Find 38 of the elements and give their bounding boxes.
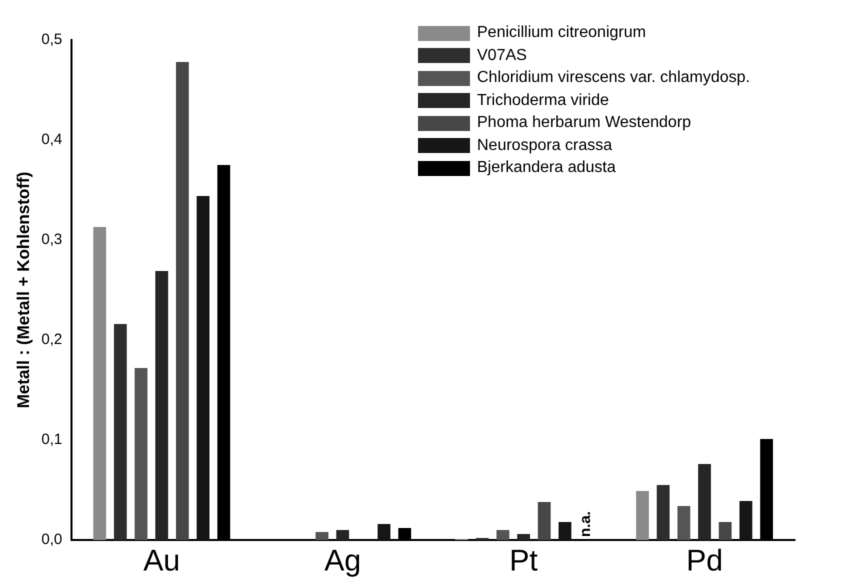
x-tick-label: Pd	[686, 544, 723, 578]
bar	[93, 227, 106, 540]
bar	[316, 532, 328, 540]
legend-label: Phoma herbarum Westendorp	[477, 114, 692, 132]
y-tick-label: 0,1	[41, 431, 62, 448]
y-tick-label: 0,5	[41, 31, 62, 48]
legend-label: Neurospora crassa	[477, 136, 612, 155]
bar	[636, 491, 649, 540]
bar	[538, 502, 551, 540]
bar	[718, 522, 732, 540]
legend-label: V07AS	[477, 46, 527, 65]
y-tick-label: 0,0	[41, 531, 62, 548]
legend-label: Bjerkandera adusta	[477, 159, 616, 178]
bar	[739, 501, 752, 540]
bar	[114, 324, 127, 540]
y-tick-label: 0,3	[41, 231, 62, 248]
annotation: n.a.	[576, 511, 594, 537]
bar	[558, 522, 572, 540]
bar	[378, 524, 390, 540]
bar	[196, 196, 210, 540]
x-tick-label: Ag	[324, 544, 362, 578]
bar	[698, 464, 711, 540]
bar	[155, 271, 168, 540]
bar	[517, 534, 530, 540]
legend-label: Trichoderma viride	[477, 92, 609, 110]
legend-label: Penicillium citreonigrum	[477, 24, 646, 42]
legend-label: Chloridium virescens var. chlamydosp.	[477, 69, 750, 88]
bar	[496, 530, 510, 540]
x-tick-label: Au	[143, 544, 180, 578]
x-tick-label: Pt	[509, 544, 538, 578]
bar	[176, 62, 189, 540]
bar	[677, 506, 690, 540]
bar	[134, 368, 148, 540]
y-tick-label: 0,4	[41, 131, 62, 148]
y-tick-label: 0,2	[41, 331, 62, 348]
bar	[336, 530, 350, 540]
bar	[656, 485, 670, 540]
y-axis-title: Metall : (Metall + Kohlenstoff)	[14, 172, 33, 408]
